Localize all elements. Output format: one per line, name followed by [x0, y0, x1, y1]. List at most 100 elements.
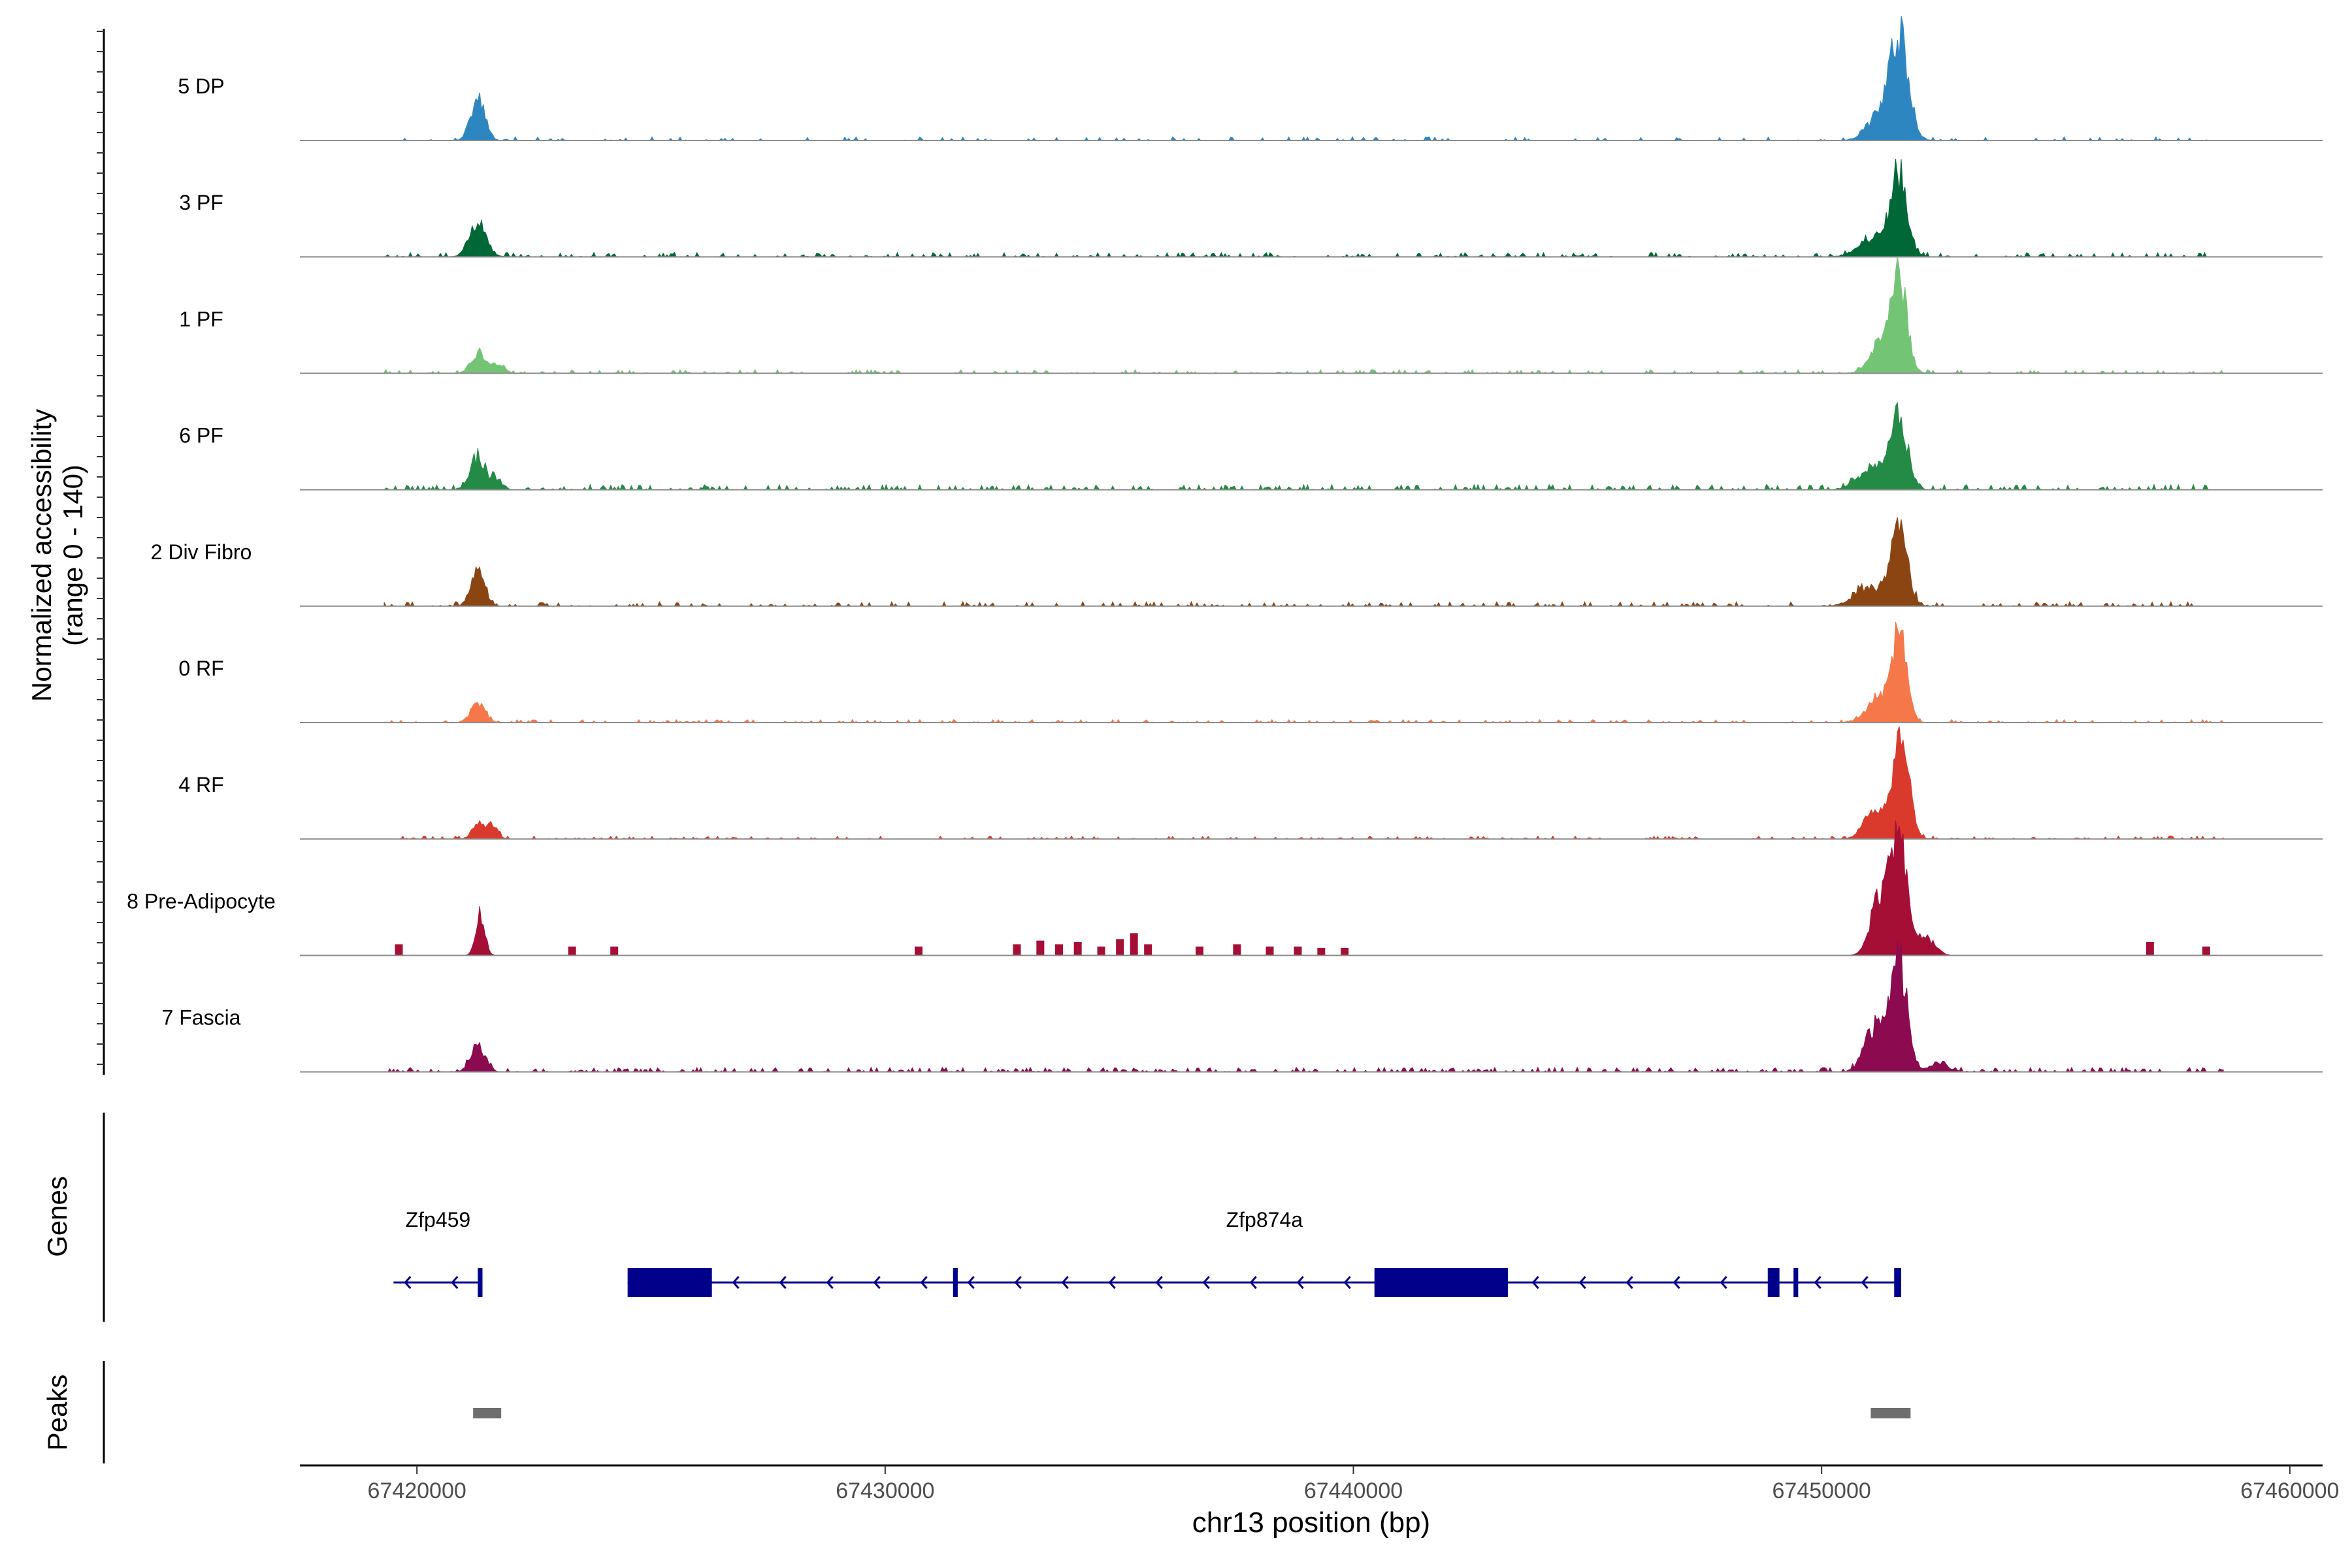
- track-label: 3 PF: [179, 191, 223, 214]
- strand-arrow: [873, 1276, 881, 1289]
- y-axis-label-line1: Normalized accessibility: [26, 409, 57, 702]
- x-tick-label: 67460000: [2240, 1478, 2339, 1503]
- strand-arrow: [1014, 1276, 1022, 1289]
- track-label: 5 DP: [178, 74, 224, 98]
- track-2-div-fibro: 2 Div Fibro: [151, 517, 2323, 607]
- strand-arrow: [451, 1276, 459, 1289]
- track-5-dp: 5 DP: [178, 16, 2323, 141]
- exon: [478, 1268, 483, 1297]
- coverage-block: [568, 946, 576, 956]
- peak-annotation-track: [473, 1408, 1911, 1418]
- coverage-area: [384, 517, 2224, 607]
- peak-region: [473, 1408, 502, 1418]
- coverage-block: [1266, 946, 1274, 956]
- track-3-pf: 3 PF: [179, 159, 2323, 258]
- genes-track-label: Genes: [42, 1176, 73, 1257]
- track-label: 4 RF: [178, 773, 223, 796]
- coverage-area: [384, 821, 2224, 956]
- coverage-y-ticks: [97, 31, 104, 1065]
- coverage-block: [1317, 948, 1326, 956]
- strand-arrow: [779, 1276, 787, 1289]
- track-label: 6 PF: [179, 424, 223, 448]
- coverage-area: [384, 16, 2224, 141]
- strand-arrow: [1343, 1276, 1351, 1289]
- strand-arrow: [732, 1276, 740, 1289]
- coverage-area: [384, 256, 2225, 374]
- coverage-block: [1144, 944, 1152, 956]
- gene-zfp459: Zfp459: [393, 1208, 483, 1297]
- strand-arrow: [404, 1276, 412, 1289]
- track-0-rf: 0 RF: [178, 621, 2323, 723]
- x-tick-label: 67430000: [836, 1478, 934, 1503]
- coverage-area: [384, 159, 2224, 258]
- coverage-block: [1294, 946, 1302, 956]
- strand-arrow: [826, 1276, 834, 1289]
- strand-arrow: [1061, 1276, 1069, 1289]
- track-label: 1 PF: [179, 307, 223, 331]
- strand-arrow: [1861, 1276, 1869, 1289]
- gene-name-label: Zfp874a: [1226, 1208, 1303, 1232]
- coverage-block: [2202, 946, 2210, 956]
- coverage-block: [915, 946, 923, 956]
- coverage-block: [2146, 941, 2154, 956]
- coverage-area: [384, 726, 2224, 840]
- exon: [1767, 1268, 1780, 1297]
- track-label: 0 RF: [178, 657, 223, 680]
- gene-zfp874a: Zfp874a: [627, 1208, 1901, 1297]
- track-label: 2 Div Fibro: [151, 540, 252, 564]
- coverage-block: [610, 946, 619, 956]
- gene-annotation-track: Zfp459 Zfp874a: [393, 1208, 1901, 1297]
- strand-arrow: [967, 1276, 975, 1289]
- track-4-rf: 4 RF: [178, 726, 2323, 840]
- coverage-block: [1013, 944, 1021, 956]
- track-8-pre-adipocyte: 8 Pre-Adipocyte: [127, 821, 2323, 956]
- exon: [1793, 1268, 1799, 1297]
- coverage-block: [1196, 946, 1203, 956]
- coverage-block: [1055, 944, 1063, 956]
- x-tick-label: 67440000: [1304, 1478, 1403, 1503]
- exon: [953, 1268, 958, 1297]
- strand-arrow: [1720, 1276, 1727, 1289]
- x-axis-label: chr13 position (bp): [1192, 1507, 1430, 1539]
- strand-arrow: [920, 1276, 928, 1289]
- coverage-area: [384, 621, 2225, 723]
- strand-arrow: [1296, 1276, 1304, 1289]
- exon: [627, 1268, 712, 1297]
- track-label: 8 Pre-Adipocyte: [127, 889, 276, 913]
- strand-arrow: [1155, 1276, 1163, 1289]
- track-6-pf: 6 PF: [179, 401, 2323, 491]
- exon: [1374, 1268, 1508, 1297]
- gene-name-label: Zfp459: [406, 1208, 471, 1232]
- coverage-block: [395, 944, 403, 956]
- coverage-block: [1073, 941, 1082, 956]
- track-label: 7 Fascia: [162, 1006, 241, 1030]
- coverage-block: [1341, 948, 1349, 956]
- coverage-block: [1130, 933, 1138, 956]
- track-7-fascia: 7 Fascia: [162, 938, 2323, 1073]
- coverage-area: [383, 401, 2224, 491]
- strand-arrow: [1814, 1276, 1821, 1289]
- coverage-area: [384, 938, 2224, 1073]
- strand-arrow: [1625, 1276, 1633, 1289]
- x-tick-label: 67450000: [1772, 1478, 1871, 1503]
- strand-arrow: [1202, 1276, 1210, 1289]
- x-axis: 67420000 67430000 67440000 67450000 67460000: [300, 1464, 2339, 1503]
- strand-arrow: [1249, 1276, 1257, 1289]
- strand-arrow: [1578, 1276, 1586, 1289]
- y-axis-label-line2: (range 0 - 140): [57, 465, 88, 646]
- coverage-block: [1097, 946, 1105, 956]
- strand-arrow: [1531, 1276, 1539, 1289]
- coverage-block: [1233, 944, 1241, 956]
- peak-region: [1870, 1408, 1911, 1418]
- peaks-track-label: Peaks: [42, 1375, 73, 1451]
- coverage-block: [1036, 940, 1045, 956]
- exon: [1894, 1268, 1901, 1297]
- track-1-pf: 1 PF: [179, 256, 2323, 374]
- coverage-tracks: 5 DP 3 PF 1 PF 6 PF 2 Div Fibro 0 RF 4 RF 8 Pre…: [127, 16, 2323, 1073]
- coverage-block: [1116, 939, 1124, 956]
- x-tick-label: 67420000: [368, 1478, 466, 1503]
- strand-arrow: [1108, 1276, 1116, 1289]
- strand-arrow: [1673, 1276, 1680, 1289]
